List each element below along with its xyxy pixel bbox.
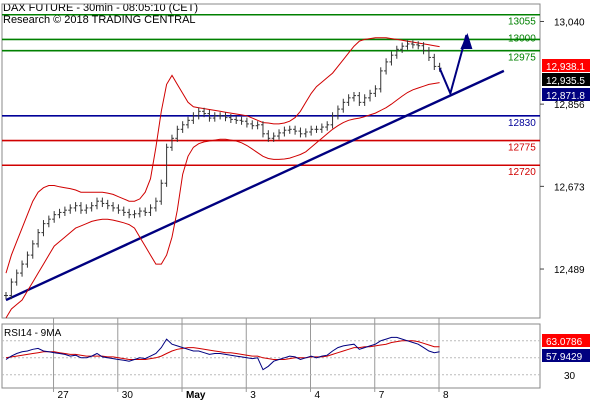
- level-label-13055: 13055: [508, 17, 536, 28]
- x-tick-label: 7: [379, 390, 385, 400]
- bollinger-upper: [5, 37, 440, 274]
- price-tag-label: 12,935.5: [546, 76, 585, 87]
- rsi14-line: [5, 336, 440, 371]
- projection-arrowhead: [460, 32, 473, 49]
- rsi-label: RSI14 - 9MA: [4, 328, 62, 339]
- rsi-tick-label: 30: [564, 371, 576, 382]
- chart-credit: Research © 2018 TRADING CENTRAL: [3, 14, 196, 26]
- level-label-12975: 12975: [508, 53, 536, 64]
- rsi-panel-frame: [1, 323, 541, 389]
- chart-title: DAX FUTURE - 30min - 08:05:10 (CET): [3, 2, 198, 14]
- price-tag-pivot: [542, 88, 590, 101]
- level-label-12720: 12720: [508, 167, 536, 178]
- price-panel-frame: [1, 3, 541, 319]
- x-tick-label: 3: [250, 390, 256, 400]
- projection-path: [438, 34, 468, 97]
- x-tick-label: 30: [122, 390, 134, 400]
- price-tag-upper: [542, 59, 590, 72]
- x-tick-label: 8: [443, 390, 449, 400]
- rsi-tag-upper: [542, 334, 590, 347]
- trendline: [5, 69, 505, 302]
- rsi-tag-label: 57.9429: [546, 352, 583, 363]
- price-tick-label: 13,040: [554, 17, 585, 28]
- level-label-12830: 12830: [508, 118, 536, 129]
- price-tick-label: 12,673: [554, 182, 585, 193]
- level-label-12775: 12775: [508, 143, 536, 154]
- price-tick-label: 12,489: [554, 265, 585, 276]
- price-tag-label: 12,938.1: [546, 62, 585, 73]
- x-tick-label: May: [186, 390, 206, 400]
- bollinger-lower: [5, 82, 440, 319]
- x-tick-label: 27: [58, 390, 70, 400]
- rsi-tag-pivot: [542, 349, 590, 362]
- level-label-13000: 13000: [508, 33, 536, 44]
- rsi-tag-label: 63.0786: [546, 337, 583, 348]
- x-tick-label: 4: [315, 390, 321, 400]
- price-tag-current: [542, 73, 590, 86]
- price-tick-label: 12,856: [554, 100, 585, 111]
- price-tag-label: 12,871.8: [546, 91, 585, 102]
